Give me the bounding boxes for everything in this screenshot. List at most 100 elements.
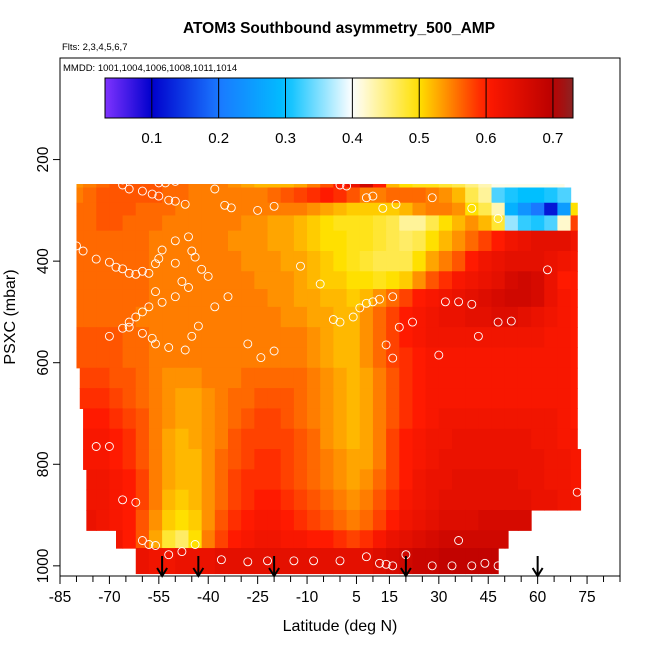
heatmap-cell: [96, 449, 111, 470]
heatmap-cell: [228, 388, 242, 410]
heatmap-cell: [346, 428, 361, 450]
heatmap-cell: [188, 367, 203, 389]
observation-point: [447, 561, 457, 571]
heatmap-cell: [359, 202, 374, 217]
heatmap-cell: [267, 250, 282, 272]
heatmap-cell: [438, 367, 453, 389]
heatmap-cell: [504, 489, 519, 511]
heatmap-cell: [399, 306, 414, 328]
heatmap-cell: [188, 215, 203, 232]
heatmap-cell: [333, 367, 348, 389]
heatmap-field: [76, 141, 582, 575]
heatmap-cell: [122, 250, 137, 272]
x-tick-label: 75: [578, 589, 595, 606]
heatmap-cell: [438, 327, 453, 349]
x-tick-label: -55: [148, 589, 170, 606]
heatmap-cell: [320, 289, 335, 308]
heatmap-cell: [76, 327, 84, 349]
heatmap-cell: [254, 408, 269, 430]
colorbar-tick-label: 0.6: [476, 130, 497, 147]
heatmap-cell: [504, 187, 519, 204]
heatmap-cell: [162, 489, 176, 511]
heatmap-cell: [83, 271, 97, 290]
heatmap-cell: [76, 271, 84, 290]
heatmap-cell: [228, 327, 242, 349]
heatmap-cell: [254, 327, 269, 349]
heatmap-cell: [162, 306, 176, 328]
colorbar-tick-label: 0.7: [543, 130, 564, 147]
heatmap-cell: [254, 548, 269, 575]
heatmap-cell: [465, 367, 479, 389]
heatmap-cell: [425, 489, 440, 511]
heatmap-cell: [188, 306, 203, 328]
heatmap-cell: [570, 449, 582, 470]
heatmap-cell: [241, 530, 255, 549]
observation-point: [434, 350, 444, 360]
heatmap-cell: [438, 489, 453, 511]
heatmap-cell: [96, 428, 111, 450]
observation-point: [388, 561, 398, 571]
observation-point: [190, 252, 200, 262]
observation-point: [124, 268, 134, 278]
heatmap-cell: [109, 469, 124, 491]
heatmap-cell: [96, 509, 111, 531]
heatmap-cell: [175, 367, 190, 389]
heatmap-cell: [491, 449, 506, 470]
heatmap-cell: [148, 347, 163, 369]
heatmap-cell: [412, 469, 427, 491]
observation-point: [154, 254, 164, 264]
heatmap-cell: [452, 530, 466, 549]
heatmap-cell: [399, 428, 414, 450]
heatmap-cell: [412, 428, 427, 450]
heatmap-cell: [307, 230, 321, 252]
heatmap-cell: [188, 187, 203, 204]
observation-point: [193, 321, 203, 331]
heatmap-cell: [491, 271, 506, 290]
heatmap-cell: [412, 230, 427, 252]
observation-point: [388, 353, 398, 363]
observation-point: [243, 557, 253, 567]
heatmap-cell: [214, 250, 229, 272]
heatmap-cell: [346, 489, 361, 511]
heatmap-cell: [544, 271, 559, 290]
heatmap-cell: [386, 489, 400, 511]
heatmap-cell: [280, 327, 295, 349]
heatmap-cell: [346, 327, 361, 349]
heatmap-cell: [557, 187, 572, 204]
heatmap-cell: [122, 289, 137, 308]
heatmap-cell: [517, 306, 532, 328]
heatmap-cell: [109, 271, 124, 290]
heatmap-cell: [557, 489, 572, 511]
heatmap-cell: [531, 289, 545, 308]
observation-point: [328, 315, 338, 324]
observation-point: [427, 561, 437, 571]
heatmap-cell: [517, 388, 532, 410]
heatmap-cell: [372, 530, 387, 549]
heatmap-cell: [517, 202, 532, 217]
heatmap-cell: [517, 489, 532, 511]
heatmap-cell: [175, 289, 190, 308]
heatmap-cell: [280, 367, 295, 389]
heatmap-cell: [346, 347, 361, 369]
heatmap-cell: [438, 388, 453, 410]
heatmap-cell: [333, 509, 348, 531]
heatmap-cell: [175, 530, 190, 549]
heatmap-cell: [531, 327, 545, 349]
heatmap-cell: [544, 250, 559, 272]
heatmap-cell: [148, 215, 163, 232]
heatmap-cell: [122, 428, 137, 450]
heatmap-cell: [320, 347, 335, 369]
heatmap-cell: [188, 289, 203, 308]
heatmap-cell: [425, 530, 440, 549]
heatmap-cell: [504, 428, 519, 450]
observation-point: [210, 184, 220, 194]
heatmap-cell: [228, 408, 242, 430]
heatmap-cell: [109, 509, 124, 531]
heatmap-cell: [386, 408, 400, 430]
heatmap-cell: [425, 250, 440, 272]
heatmap-cell: [135, 306, 150, 328]
heatmap-cell: [162, 408, 176, 430]
heatmap-cell: [465, 449, 479, 470]
heatmap-cell: [83, 449, 97, 470]
heatmap-cell: [254, 469, 269, 491]
